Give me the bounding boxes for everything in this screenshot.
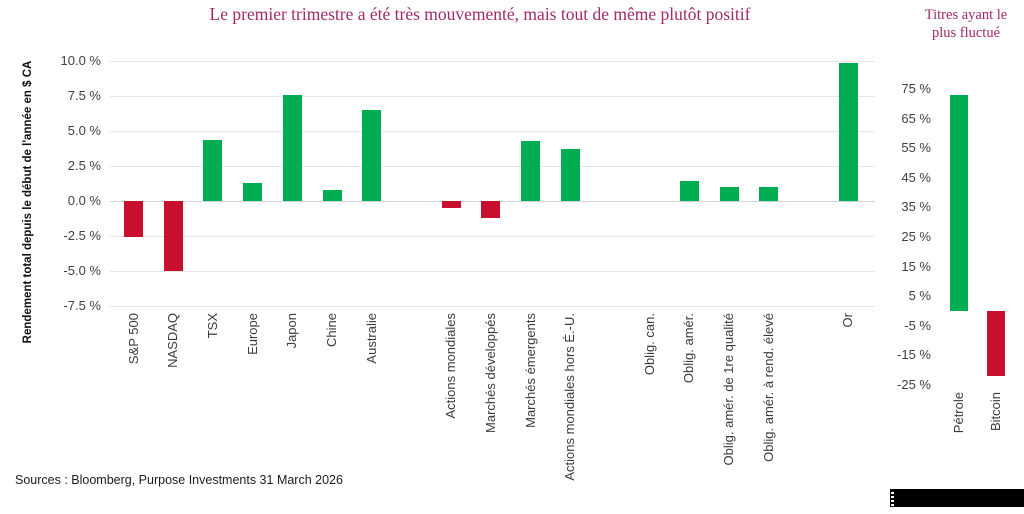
category-label-tsx: TSX — [204, 313, 220, 339]
bar-australie — [362, 110, 382, 201]
category-label-japon: Japon — [284, 313, 300, 349]
category-label-nasdaq: NASDAQ — [165, 313, 181, 368]
y-tick-label: 35 % — [901, 199, 931, 215]
y-tick-label: 65 % — [901, 110, 931, 126]
y-tick-label: 55 % — [901, 140, 931, 156]
category-label-or: Or — [840, 313, 856, 328]
category-label-s-p-500: S&P 500 — [125, 313, 141, 365]
bar-petrole — [950, 94, 968, 311]
y-tick-label: -25 % — [897, 377, 931, 392]
bar-oblig-amer-de-1re-qualite — [719, 187, 739, 201]
bar-or — [838, 62, 858, 201]
category-label-actions-mondiales-hors-e-u: Actions mondiales hors É.-U. — [562, 313, 578, 481]
y-tick-label: -5 % — [904, 317, 931, 333]
y-tick-label: -2.5 % — [63, 227, 101, 243]
gridline — [110, 305, 875, 307]
gridline — [110, 61, 875, 63]
category-label-australie: Australie — [363, 313, 379, 364]
category-label-actions-mondiales: Actions mondiales — [443, 313, 459, 419]
redacted-logo-block — [890, 489, 1024, 507]
y-tick-label: 0.0 % — [67, 193, 101, 208]
category-label-oblig-amer-a-rend-eleve: Oblig. amér. à rend. élevé — [760, 313, 776, 462]
category-label-marches-developpes: Marchés développés — [482, 313, 498, 433]
category-label-oblig-amer-de-1re-qualite: Oblig. amér. de 1re qualité — [721, 313, 736, 466]
redacted-logo-edge-pattern — [891, 490, 894, 506]
bar-oblig-amer-a-rend-eleve — [759, 187, 779, 201]
gridline — [110, 235, 875, 237]
category-label-oblig-amer: Oblig. amér. — [681, 313, 697, 384]
y-tick-label: 5.0 % — [67, 123, 101, 139]
category-label-europe: Europe — [244, 313, 260, 355]
y-tick-label: -5.0 % — [63, 262, 101, 278]
bar-tsx — [203, 139, 223, 201]
y-tick-label: 5 % — [908, 288, 931, 304]
y-tick-label: 25 % — [901, 229, 931, 244]
bar-marches-emergents — [521, 140, 540, 201]
bar-japon — [282, 94, 302, 201]
bar-actions-mondiales — [441, 201, 461, 208]
mini-chart-title: Titres ayant le plus fluctué — [924, 7, 1008, 41]
category-label-oblig-can: Oblig. can. — [641, 313, 657, 376]
source-note: Sources : Bloomberg, Purpose Investments… — [15, 473, 343, 487]
category-label-petrole: Pétrole — [951, 392, 966, 434]
y-tick-label: 10.0 % — [60, 53, 101, 69]
gridline — [110, 166, 875, 168]
bar-s-p-500 — [124, 201, 143, 238]
y-tick-label: -7.5 % — [63, 297, 101, 313]
gridline — [110, 270, 875, 272]
bar-actions-mondiales-hors-e-u — [560, 149, 580, 201]
bar-nasdaq — [163, 201, 183, 271]
gridline — [110, 131, 875, 133]
y-tick-label: 75 % — [901, 81, 931, 96]
y-tick-label: 2.5 % — [67, 158, 101, 174]
y-tick-label: 45 % — [901, 169, 931, 185]
bar-europe — [243, 182, 263, 201]
gridline — [110, 96, 875, 98]
main-y-axis-title: Rendement total depuis le début de l'ann… — [22, 60, 34, 344]
y-tick-label: 7.5 % — [67, 88, 101, 104]
category-label-marches-emergents: Marchés émergents — [522, 313, 538, 428]
y-tick-label: -15 % — [897, 347, 931, 363]
bar-marches-developpes — [481, 201, 501, 218]
bar-chine — [322, 189, 342, 201]
category-label-chine: Chine — [324, 313, 339, 347]
bar-bitcoin — [986, 311, 1005, 377]
main-chart-title: Le premier trimestre a été très mouvemen… — [209, 4, 751, 24]
category-label-bitcoin: Bitcoin — [987, 392, 1003, 432]
bar-oblig-amer — [679, 181, 699, 201]
y-tick-label: 15 % — [901, 258, 931, 274]
